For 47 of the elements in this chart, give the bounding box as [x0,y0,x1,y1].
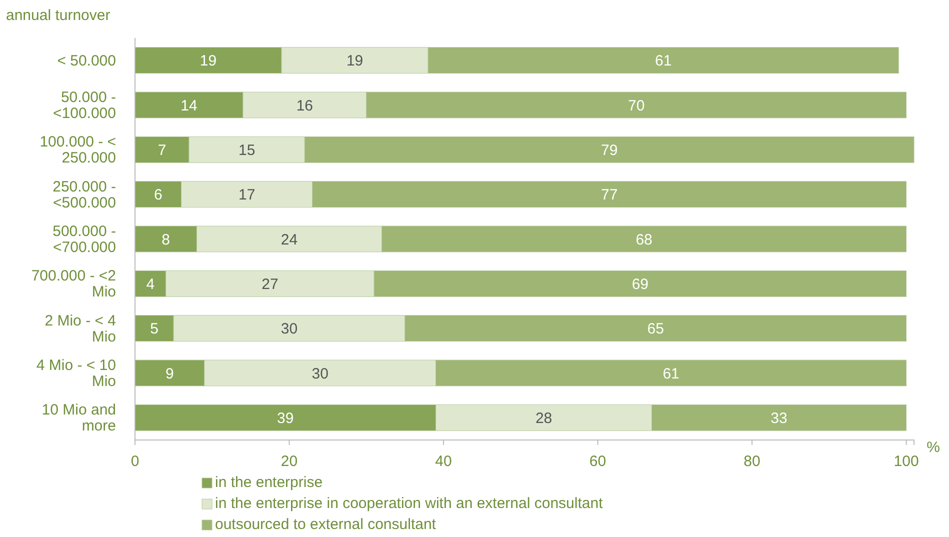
legend-label: in the enterprise [215,474,323,491]
data-label: 61 [662,365,680,382]
data-label: 69 [632,276,649,293]
x-tick-label: 100 [894,453,919,470]
y-tick-label: 700.000 - <2 Mio [31,268,116,301]
x-tick-label: 80 [744,453,760,470]
data-label: 77 [601,186,618,204]
data-label: 9 [166,365,174,382]
y-tick-label: 50.000 - <100.000 [53,89,116,122]
y-tick-label: 2 Mio - < 4 Mio [44,312,116,346]
x-tick-label: 0 [130,453,140,470]
data-label: 4 [146,276,155,293]
data-label: 16 [296,97,314,114]
y-tick-label: 500.000 - <700.000 [52,223,116,256]
y-tick-label: 10 Mio and more [42,402,116,435]
legend-label: outsourced to external consultant [215,516,437,533]
data-label: 39 [277,410,294,427]
y-tick-label: 4 Mio - < 10 Mio [36,357,116,390]
data-label: 19 [346,52,364,70]
legend-label: in the enterprise in cooperation with an external consultant [215,495,604,512]
data-label: 30 [312,365,328,382]
y-tick-label: 250.000 - <500.000 [52,178,116,212]
data-label: 79 [601,142,618,159]
data-label: 17 [238,186,256,204]
data-label: 30 [280,320,298,338]
data-label: 61 [654,52,672,70]
data-label: 15 [238,142,256,159]
y-tick-label: < 50.000 [57,52,116,70]
x-tick-label: 60 [589,453,606,470]
data-label: 6 [154,186,162,204]
data-label: 70 [628,97,645,114]
x-axis-title: % [926,439,940,456]
data-label: 65 [647,320,664,338]
x-tick-label: 20 [280,453,298,470]
data-label: 7 [158,142,166,159]
data-label: 19 [200,52,217,70]
data-label: 24 [280,231,298,248]
y-axis-title: annual turnover [6,7,110,24]
data-label: 8 [162,231,170,248]
data-label: 28 [535,410,552,427]
x-tick-label: 40 [435,453,452,470]
data-label: 5 [150,320,158,338]
data-label: 68 [636,231,652,248]
y-tick-label: 100.000 - < 250.000 [40,134,116,167]
data-label: 14 [180,97,198,114]
data-label: 33 [770,410,788,427]
data-label: 27 [262,276,278,293]
